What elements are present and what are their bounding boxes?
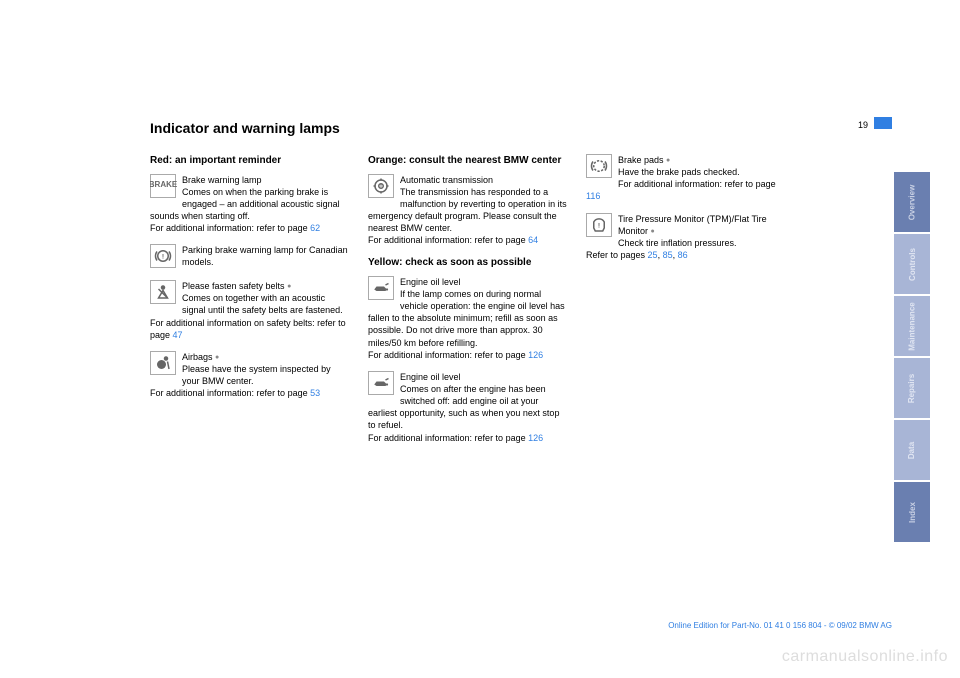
entry-text-pre: Airbags bbox=[182, 352, 215, 362]
tab-index[interactable]: Index bbox=[894, 482, 930, 542]
priority-bullet: ● bbox=[215, 354, 219, 361]
priority-bullet: ● bbox=[651, 228, 655, 235]
brakepad-icon bbox=[586, 154, 612, 178]
airbag-icon bbox=[150, 351, 176, 375]
page-number-bar bbox=[874, 117, 892, 129]
entry-text-pre: Please fasten safety belts bbox=[182, 281, 287, 291]
page-ref[interactable]: 64 bbox=[528, 235, 538, 245]
page-ref[interactable]: 25 bbox=[648, 250, 658, 260]
tab-data[interactable]: Data bbox=[894, 420, 930, 480]
page-ref[interactable]: 62 bbox=[310, 223, 320, 233]
entry-text: Check tire inflation pressures. Refer to… bbox=[586, 238, 737, 260]
entry-text: Please have the system inspected by your… bbox=[150, 364, 331, 398]
svg-text:!: ! bbox=[380, 184, 382, 190]
entry-brakepads: Brake pads ● Have the brake pads checked… bbox=[586, 154, 786, 203]
page-ref[interactable]: 85 bbox=[663, 250, 673, 260]
entry-text: Engine oil level If the lamp comes on du… bbox=[368, 277, 565, 360]
oil-icon bbox=[368, 276, 394, 300]
page-ref[interactable]: 116 bbox=[586, 191, 600, 201]
seatbelt-icon bbox=[150, 280, 176, 304]
entry-airbag: Airbags ● Please have the system inspect… bbox=[150, 351, 350, 400]
entry-transmission: ! Automatic transmission The transmissio… bbox=[368, 174, 568, 247]
tab-overview[interactable]: Overview bbox=[894, 172, 930, 232]
entry-oil-1: Engine oil level If the lamp comes on du… bbox=[368, 276, 568, 361]
entry-seatbelt: Please fasten safety belts ● Comes on to… bbox=[150, 280, 350, 341]
oil-icon bbox=[368, 371, 394, 395]
entry-tpm: ! Tire Pressure Monitor (TPM)/Flat Tire … bbox=[586, 213, 786, 262]
brake-icon: BRAKE bbox=[150, 174, 176, 198]
footer-edition: Online Edition for Part-No. 01 41 0 156 … bbox=[668, 621, 892, 630]
page-title: Indicator and warning lamps bbox=[150, 120, 790, 136]
tab-maintenance[interactable]: Maintenance bbox=[894, 296, 930, 356]
priority-bullet: ● bbox=[287, 283, 291, 290]
entry-text: Parking brake warning lamp for Canadian … bbox=[182, 245, 348, 267]
columns: Red: an important reminder BRAKE Brake w… bbox=[150, 154, 790, 454]
svg-text:!: ! bbox=[598, 222, 600, 229]
watermark: carmanualsonline.info bbox=[782, 648, 948, 666]
entry-brake: BRAKE Brake warning lamp Comes on when t… bbox=[150, 174, 350, 235]
tab-repairs[interactable]: Repairs bbox=[894, 358, 930, 418]
entry-oil-2: Engine oil level Comes on after the engi… bbox=[368, 371, 568, 444]
entry-text-pre: Brake pads bbox=[618, 155, 666, 165]
entry-text-pre: Tire Pressure Monitor (TPM)/Flat Tire Mo… bbox=[618, 214, 767, 236]
page-ref[interactable]: 126 bbox=[528, 433, 543, 443]
gear-icon: ! bbox=[368, 174, 394, 198]
side-tabs: Overview Controls Maintenance Repairs Da… bbox=[894, 172, 930, 544]
page-number: 19 bbox=[858, 120, 868, 130]
page-ref[interactable]: 126 bbox=[528, 350, 543, 360]
heading-yellow: Yellow: check as soon as possible bbox=[368, 256, 568, 270]
page-ref[interactable]: 86 bbox=[678, 250, 688, 260]
page-content: Indicator and warning lamps Red: an impo… bbox=[150, 120, 790, 454]
heading-orange: Orange: consult the nearest BMW center bbox=[368, 154, 568, 168]
column-yellow-cont: Brake pads ● Have the brake pads checked… bbox=[586, 154, 786, 454]
svg-text:!: ! bbox=[162, 253, 164, 260]
heading-red: Red: an important reminder bbox=[150, 154, 350, 168]
column-red: Red: an important reminder BRAKE Brake w… bbox=[150, 154, 350, 454]
priority-bullet: ● bbox=[666, 157, 670, 164]
page-ref[interactable]: 47 bbox=[173, 330, 183, 340]
entry-text: Have the brake pads checked. For additio… bbox=[618, 167, 776, 189]
column-orange-yellow: Orange: consult the nearest BMW center !… bbox=[368, 154, 568, 454]
tpm-icon: ! bbox=[586, 213, 612, 237]
entry-parking-brake-ca: ! Parking brake warning lamp for Canadia… bbox=[150, 244, 350, 270]
parking-brake-icon: ! bbox=[150, 244, 176, 268]
tab-controls[interactable]: Controls bbox=[894, 234, 930, 294]
page-ref[interactable]: 53 bbox=[310, 388, 320, 398]
